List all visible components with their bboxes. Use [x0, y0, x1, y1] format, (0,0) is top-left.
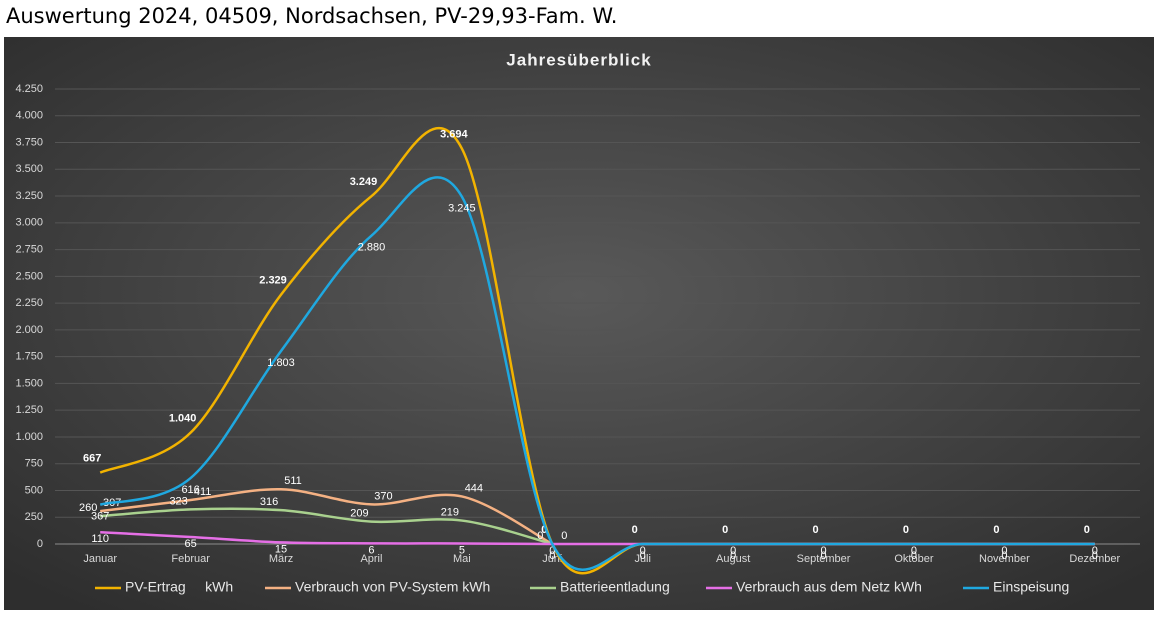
data-label: 444: [465, 482, 483, 494]
x-tick-label: Oktober: [894, 553, 933, 565]
y-tick-label: 750: [25, 458, 43, 470]
chart-area: [4, 37, 1154, 610]
y-tick-label: 2.250: [15, 297, 43, 309]
data-label: 0: [561, 530, 567, 542]
legend-label: Verbrauch von PV-System kWh: [295, 579, 490, 595]
data-label: 2.329: [259, 275, 287, 287]
data-label: 0: [730, 550, 736, 562]
y-tick-label: 3.500: [15, 163, 43, 175]
data-label: 2.880: [358, 242, 386, 254]
data-label: 0: [722, 524, 728, 536]
y-tick-label: 2.000: [15, 324, 43, 336]
y-tick-label: 3.250: [15, 190, 43, 202]
y-tick-label: 250: [25, 511, 43, 523]
data-label: 0: [640, 545, 646, 557]
data-label: 323: [169, 495, 187, 507]
data-label: 616: [181, 484, 199, 496]
data-label: 3.694: [440, 128, 468, 140]
x-tick-label: November: [979, 553, 1030, 565]
data-label: 0: [812, 524, 818, 536]
chart-title: Jahresüberblick: [506, 50, 651, 69]
series-line: [100, 507, 553, 546]
y-tick-label: 3.750: [15, 136, 43, 148]
legend-label: PV-Ertrag kWh: [125, 579, 233, 595]
data-label: 1.040: [169, 413, 197, 425]
series-line: [100, 488, 553, 546]
x-tick-label: Januar: [83, 553, 117, 565]
y-tick-label: 1.000: [15, 431, 43, 443]
data-label: 0: [730, 545, 736, 557]
data-label: 0: [640, 550, 646, 562]
y-tick-label: 1.500: [15, 377, 43, 389]
data-label: 0: [820, 550, 826, 562]
data-label: 0: [993, 524, 999, 536]
data-label: 209: [350, 508, 368, 520]
y-tick-label: 3.000: [15, 217, 43, 229]
data-label: 0: [549, 545, 555, 557]
data-label: 1.803: [267, 357, 295, 369]
y-tick-label: 0: [37, 538, 43, 550]
y-tick-label: 2.750: [15, 243, 43, 255]
data-label: 0: [1001, 550, 1007, 562]
data-label: 0: [632, 524, 638, 536]
data-label: 0: [537, 530, 543, 542]
legend-label: Verbrauch aus dem Netz kWh: [736, 579, 922, 595]
data-label: 6: [368, 544, 374, 556]
data-label: 367: [91, 511, 109, 523]
y-tick-label: 500: [25, 484, 43, 496]
data-label: 316: [260, 496, 278, 508]
x-tick-label: September: [797, 553, 851, 565]
data-label: 65: [185, 538, 197, 550]
data-label: 219: [441, 506, 459, 518]
data-label: 15: [275, 543, 287, 555]
page-title: Auswertung 2024, 04509, Nordsachsen, PV-…: [6, 4, 618, 28]
x-tick-label: August: [716, 553, 750, 565]
legend-label: Batterieentladung: [560, 579, 670, 595]
series-line: [99, 176, 1095, 571]
data-label: 110: [91, 533, 109, 545]
data-label: 370: [374, 490, 392, 502]
data-label: 0: [911, 545, 917, 557]
y-tick-label: 4.250: [15, 83, 43, 95]
x-tick-label: März: [269, 553, 293, 565]
data-label: 0: [1092, 550, 1098, 562]
data-label: 667: [83, 452, 101, 464]
data-label: 0: [541, 524, 547, 536]
data-label: 0: [1001, 545, 1007, 557]
y-tick-label: 2.500: [15, 270, 43, 282]
x-tick-label: Juli: [634, 553, 651, 565]
data-label: 0: [903, 524, 909, 536]
data-label: 0: [820, 545, 826, 557]
data-label: 0: [549, 550, 555, 562]
x-tick-label: April: [360, 553, 382, 565]
y-tick-label: 4.000: [15, 110, 43, 122]
data-label: 3.249: [350, 176, 378, 188]
data-label: 411: [194, 486, 212, 498]
data-label: 0: [1092, 545, 1098, 557]
data-label: 511: [284, 475, 302, 487]
data-label: 0: [1084, 524, 1090, 536]
data-label: 5: [459, 544, 465, 556]
x-tick-label: Dezember: [1069, 553, 1120, 565]
data-label: 3.245: [448, 203, 476, 215]
legend-label: Einspeisung: [993, 579, 1069, 595]
y-tick-label: 1.750: [15, 351, 43, 363]
y-tick-label: 1.250: [15, 404, 43, 416]
data-label: 0: [911, 550, 917, 562]
x-tick-label: Mai: [453, 553, 471, 565]
x-tick-label: Februar: [171, 553, 210, 565]
data-label: 260: [79, 502, 97, 514]
